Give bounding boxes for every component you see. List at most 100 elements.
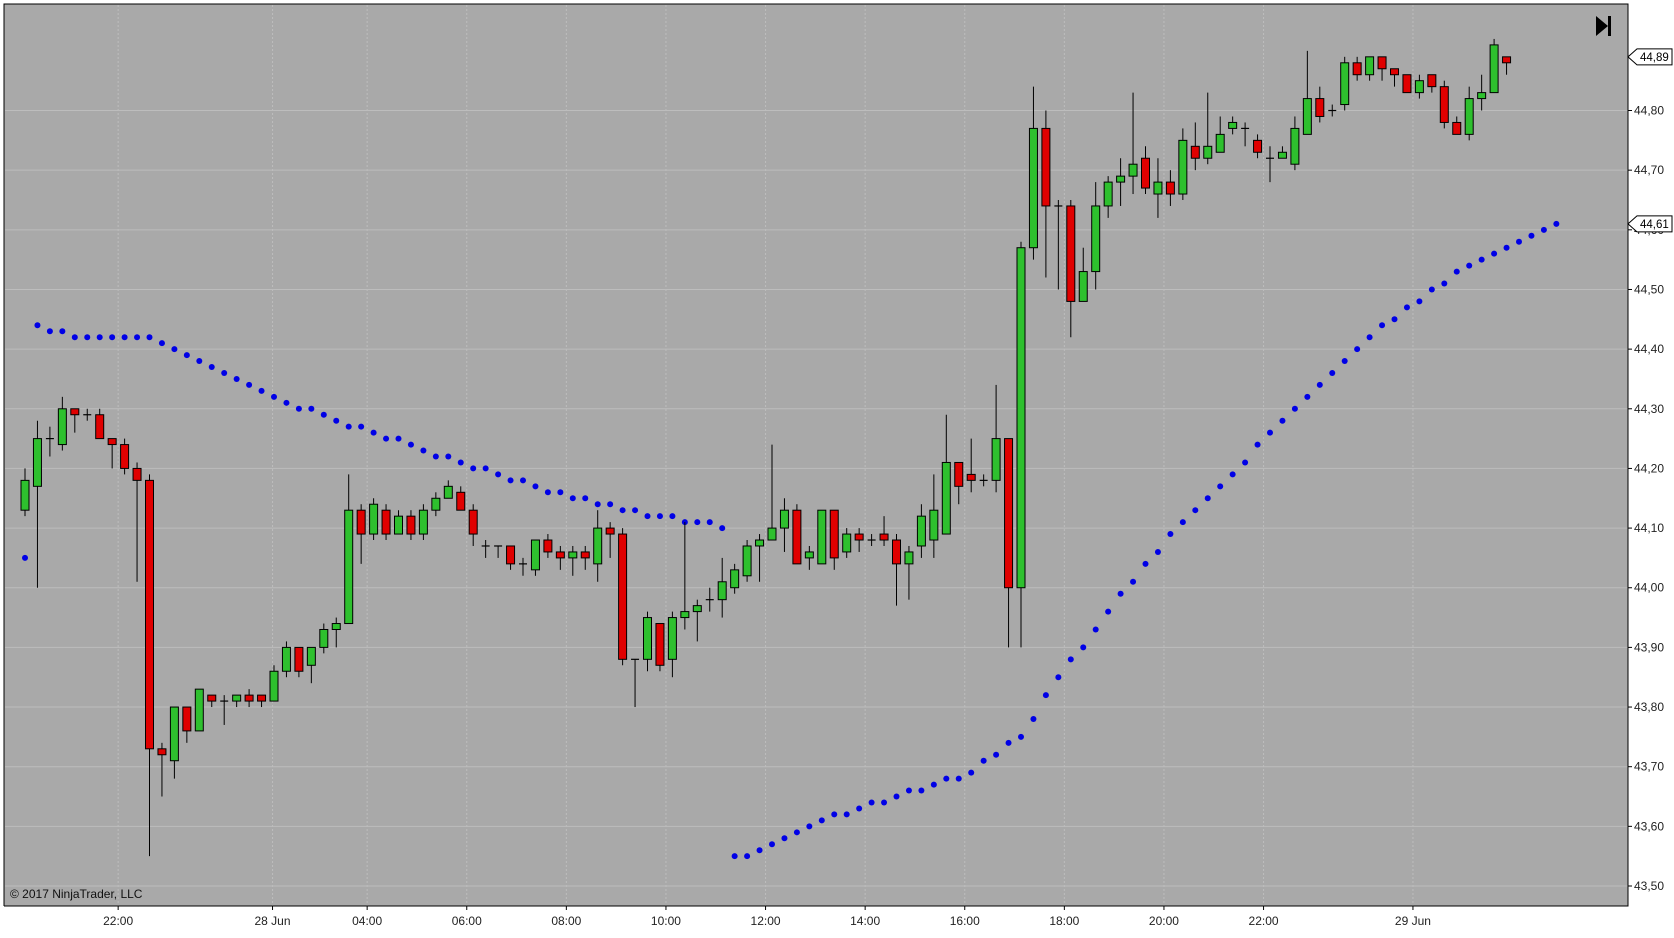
- candle-body: [120, 444, 130, 469]
- candle: [331, 617, 341, 648]
- indicator-dot: [1304, 393, 1311, 400]
- candle-body: [1078, 271, 1088, 302]
- candle: [692, 599, 702, 642]
- candle: [1464, 86, 1474, 141]
- candle-body: [879, 533, 889, 541]
- candle: [941, 414, 951, 535]
- candle-body: [692, 605, 702, 613]
- candle: [1153, 158, 1163, 218]
- plot-background: [3, 3, 1629, 907]
- candle-body: [755, 539, 765, 547]
- candle-body: [506, 545, 516, 565]
- candle-body: [319, 628, 329, 648]
- candle: [1315, 86, 1325, 123]
- time-tick-label: 14:00: [850, 914, 880, 928]
- candle: [680, 522, 690, 630]
- candle-body: [57, 408, 67, 446]
- indicator-dot: [943, 775, 950, 782]
- candle-body: [443, 485, 453, 499]
- price-tick-label: 43,80: [1634, 700, 1664, 714]
- candle: [1277, 146, 1287, 159]
- candle-body: [767, 527, 777, 541]
- candle: [157, 742, 167, 797]
- indicator-dot: [1391, 316, 1398, 323]
- price-tick-label: 44,80: [1634, 104, 1664, 118]
- price-tick-label: 44,70: [1634, 163, 1664, 177]
- indicator-dot: [694, 519, 701, 526]
- candle: [593, 510, 603, 582]
- indicator-dot: [868, 799, 875, 806]
- time-tick-label: 06:00: [452, 914, 482, 928]
- candle-body: [1016, 247, 1026, 589]
- price-tick-label: 44,00: [1634, 581, 1664, 595]
- price-marker: 44,61: [1627, 215, 1673, 233]
- candle-body: [456, 491, 466, 511]
- candle: [1266, 146, 1274, 183]
- candle-body: [929, 509, 939, 541]
- indicator-dot: [1341, 358, 1348, 365]
- candle: [394, 510, 403, 535]
- indicator-dot: [59, 328, 66, 335]
- candle: [57, 396, 67, 451]
- candle: [32, 420, 42, 588]
- candle-body: [792, 509, 802, 565]
- candle: [966, 438, 976, 493]
- candle: [306, 646, 316, 684]
- candle: [356, 504, 366, 564]
- candle: [319, 623, 329, 654]
- time-axis-labels: 22:00 28 Jun 04:00 06:00 08:00 10:00 12:00 14:0…: [103, 906, 1431, 928]
- candle-body: [468, 509, 478, 535]
- indicator-dot: [1379, 322, 1386, 329]
- candle: [1203, 92, 1213, 165]
- candle-body: [1414, 80, 1424, 94]
- indicator-dot: [756, 847, 763, 854]
- price-axis[interactable]: [1628, 4, 1674, 906]
- indicator-dot: [594, 501, 601, 508]
- candle-body: [941, 461, 951, 535]
- indicator-dot: [918, 787, 925, 794]
- time-axis[interactable]: [0, 906, 1628, 938]
- indicator-dot: [1354, 346, 1361, 353]
- indicator-dot: [1279, 417, 1286, 424]
- candle-body: [904, 551, 914, 565]
- indicator-dot: [1204, 495, 1211, 502]
- indicator-dot: [271, 393, 277, 400]
- candle-body: [1439, 86, 1449, 123]
- candle: [257, 694, 267, 708]
- indicator-dot: [246, 381, 253, 388]
- indicator-dot: [395, 435, 402, 442]
- candle: [1128, 92, 1138, 195]
- time-tick-label: 12:00: [751, 914, 781, 928]
- indicator-dot: [96, 334, 103, 341]
- candle: [169, 706, 179, 779]
- indicator-dot: [1067, 656, 1074, 663]
- candle: [344, 474, 354, 625]
- indicator-dot: [134, 334, 141, 341]
- candle-body: [20, 479, 30, 511]
- candle: [1054, 199, 1063, 290]
- candle: [842, 528, 852, 558]
- candle: [232, 694, 242, 708]
- skip-to-end-icon[interactable]: [1592, 12, 1616, 40]
- candle: [281, 641, 291, 678]
- indicator-dot: [769, 841, 775, 848]
- indicator-dot: [955, 775, 962, 782]
- candle-body: [817, 509, 827, 565]
- indicator-dot: [557, 489, 564, 496]
- price-marker: 44,89: [1627, 48, 1673, 66]
- grid-lines: [5, 5, 1628, 906]
- indicator-dot: [1416, 298, 1423, 305]
- indicator-dot: [719, 525, 726, 532]
- indicator-dot: [632, 507, 639, 514]
- candle-body: [1165, 181, 1175, 195]
- candle-body: [281, 646, 291, 672]
- candle: [904, 545, 914, 600]
- indicator-dot: [656, 513, 663, 520]
- candle: [431, 492, 441, 517]
- indicator-dot: [520, 477, 526, 484]
- indicator-dot: [619, 507, 626, 514]
- indicator-dot: [109, 334, 116, 341]
- candle-body: [394, 515, 403, 535]
- candle-body: [1128, 163, 1138, 177]
